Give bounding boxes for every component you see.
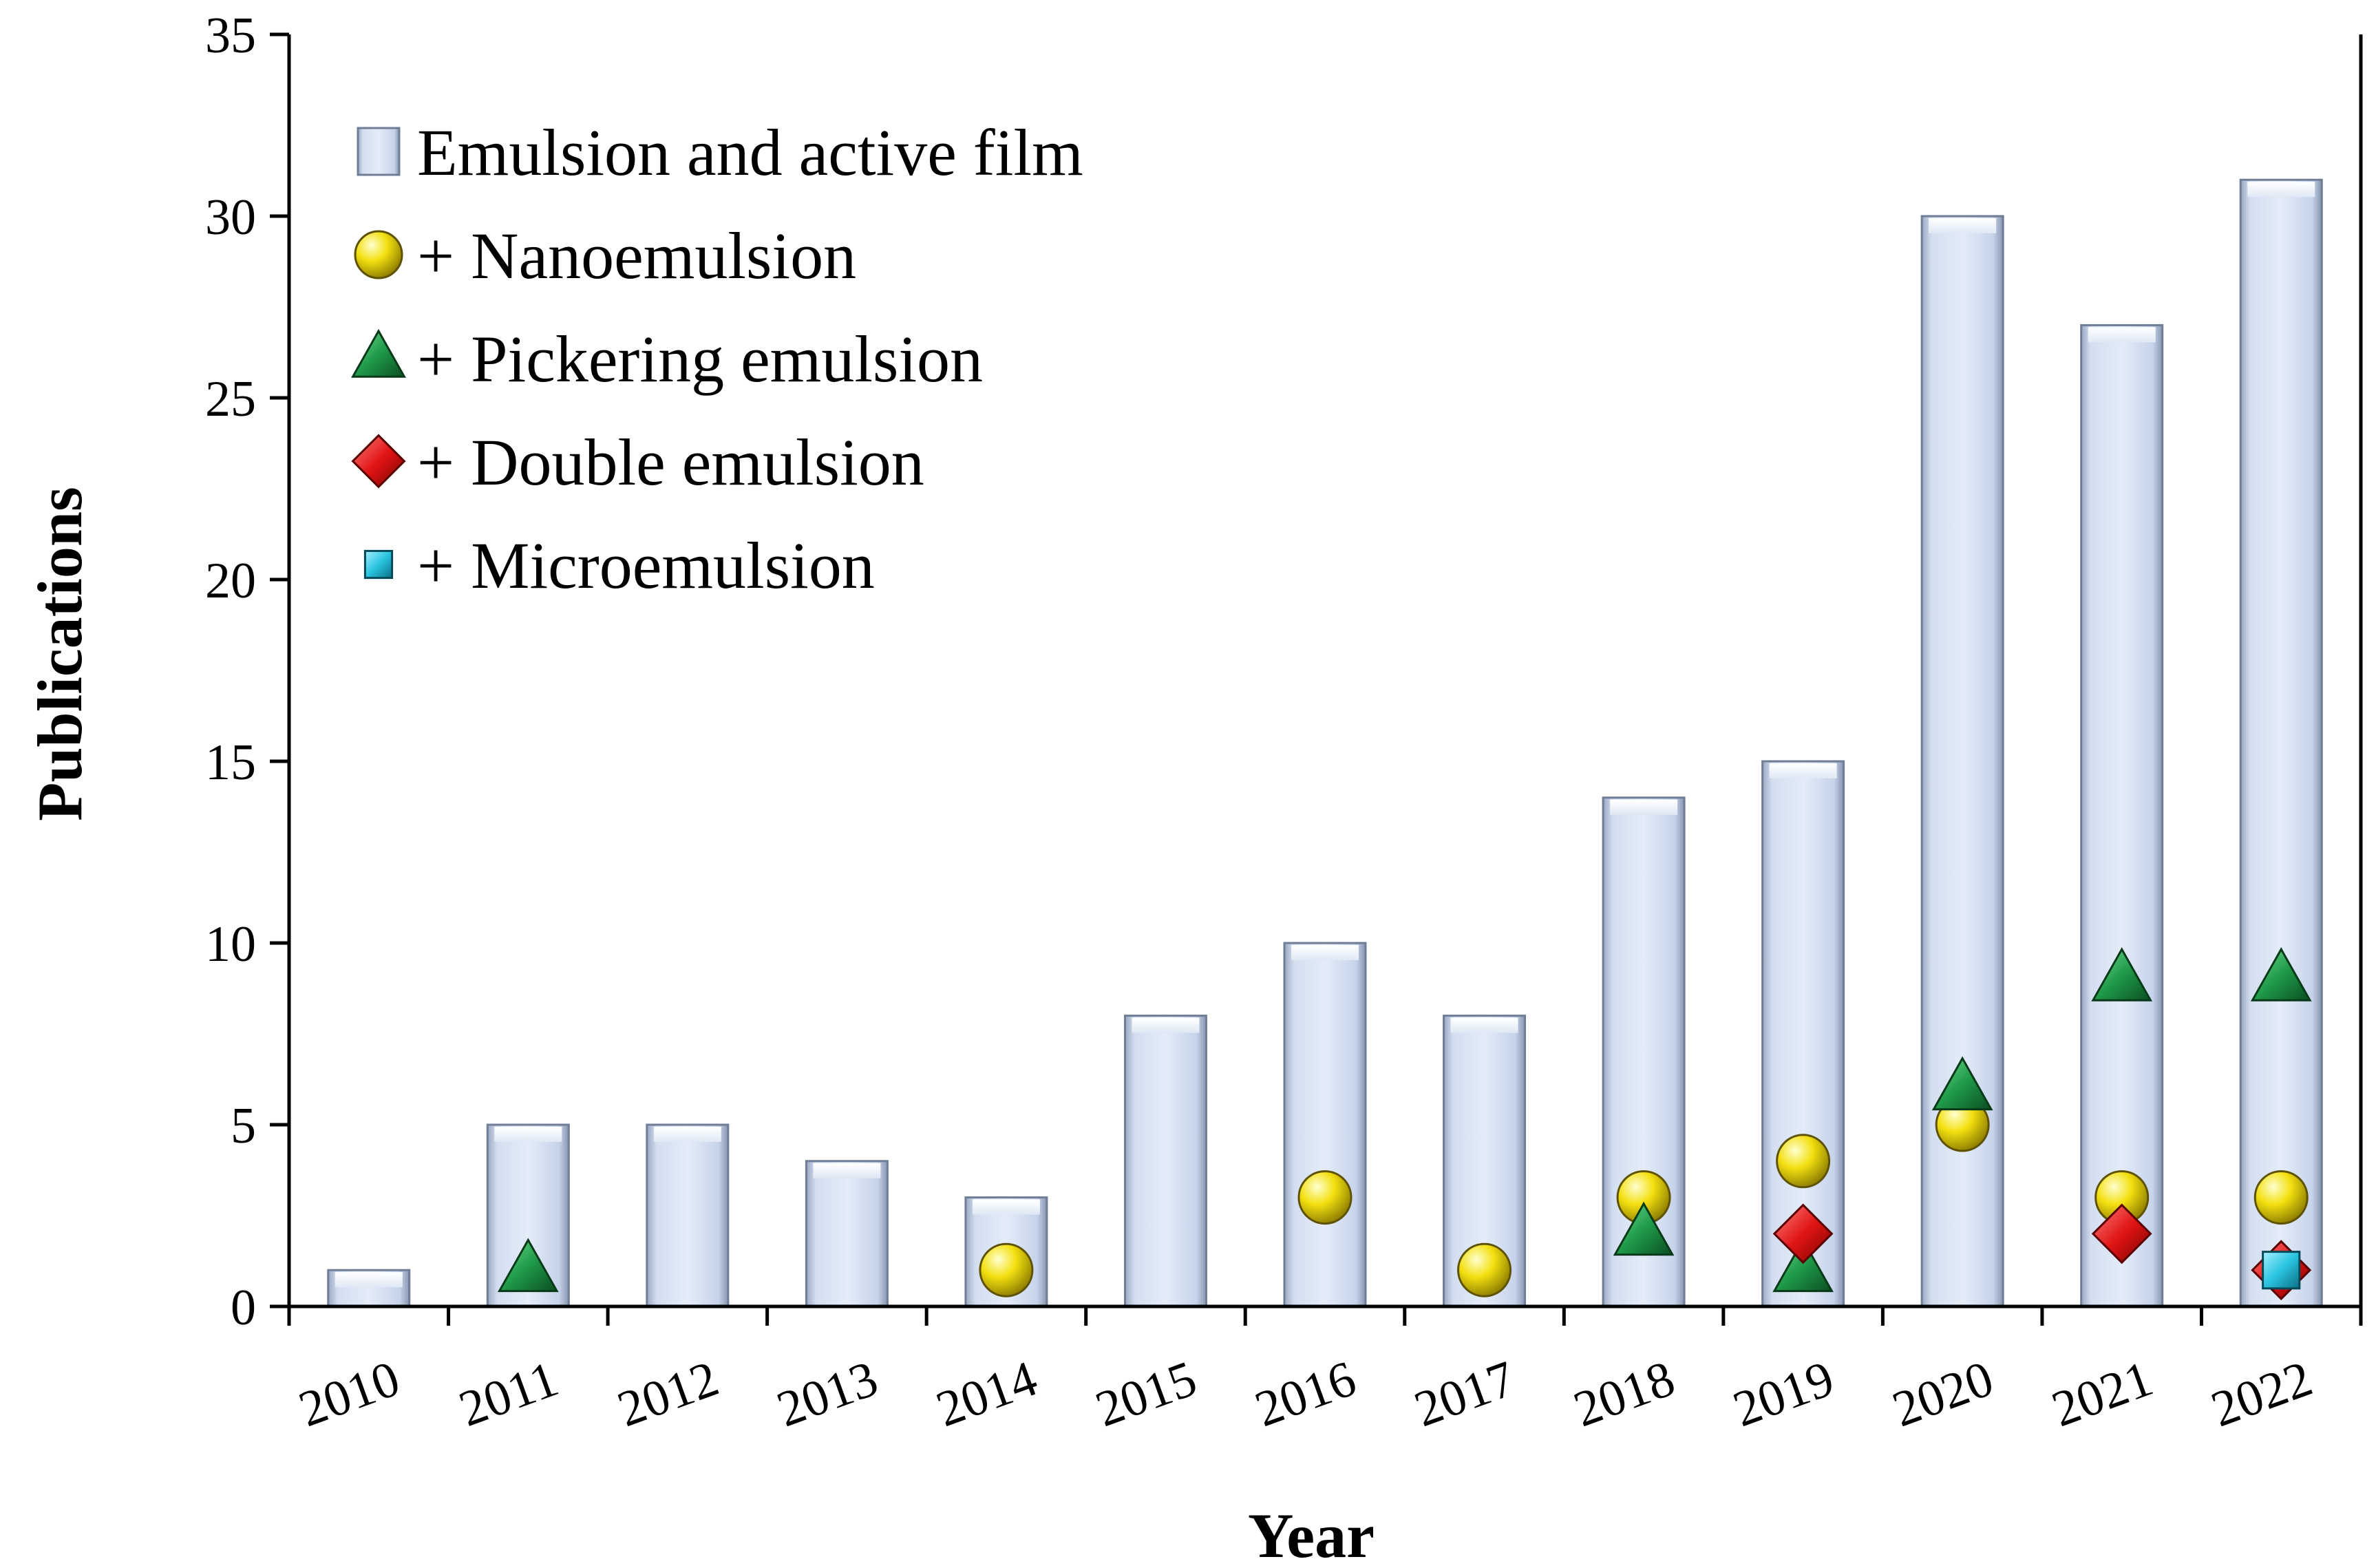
legend-swatch-triangle — [351, 328, 406, 378]
y-tick-label: 5 — [231, 1098, 256, 1154]
legend-label: + Double emulsion — [417, 425, 924, 499]
x-tick-label: 2021 — [2045, 1350, 2160, 1439]
triangle-marker-2021 — [2091, 947, 2153, 1002]
x-tick-label: 2020 — [1885, 1350, 2000, 1439]
bar-highlight — [2088, 327, 2156, 343]
y-tick-label: 30 — [205, 189, 256, 246]
bar-highlight — [972, 1199, 1040, 1215]
legend-swatch-bar — [357, 127, 401, 176]
legend-item: + Pickering emulsion — [351, 322, 983, 396]
y-tick-label: 35 — [205, 8, 256, 64]
circle-marker-2016 — [1297, 1170, 1353, 1225]
series-square — [2262, 1251, 2301, 1290]
bar-highlight — [2247, 182, 2315, 198]
legend-item: + Nanoemulsion — [354, 219, 856, 293]
bar-2010 — [327, 1269, 411, 1308]
legend-label: + Nanoemulsion — [417, 219, 856, 293]
x-axis-title: Year — [1248, 1501, 1375, 1568]
circle-marker-2022 — [2253, 1170, 2309, 1225]
series-triangle — [497, 947, 2312, 1293]
legend-swatch-square — [363, 549, 394, 580]
legend-item: + Microemulsion — [363, 529, 875, 602]
x-tick-label: 2015 — [1089, 1350, 1204, 1439]
series-circle — [979, 1097, 2309, 1297]
bar-body — [1283, 942, 1367, 1308]
bar-highlight — [494, 1127, 562, 1142]
y-tick-label: 15 — [205, 734, 256, 791]
diamond-marker-2019 — [1772, 1203, 1834, 1264]
legend-swatch-circle — [354, 230, 403, 279]
y-tick-label: 10 — [205, 916, 256, 973]
x-tick-label: 2010 — [292, 1350, 407, 1439]
x-tick-label: 2012 — [611, 1350, 725, 1439]
bar-2012 — [646, 1123, 730, 1308]
triangle-marker-2018 — [1613, 1201, 1675, 1256]
legend-item: Emulsion and active film — [357, 116, 1083, 189]
triangle-marker-2022 — [2250, 947, 2312, 1002]
bar-highlight — [653, 1127, 721, 1142]
bar-highlight — [1450, 1017, 1518, 1033]
legend-label: Emulsion and active film — [417, 116, 1083, 189]
x-tick-label: 2016 — [1248, 1350, 1363, 1439]
bar-2013 — [805, 1160, 889, 1308]
x-tick-label: 2013 — [770, 1350, 885, 1439]
bar-2022 — [2239, 178, 2323, 1308]
x-tick-label: 2018 — [1567, 1350, 1682, 1439]
legend-item: + Double emulsion — [351, 425, 924, 499]
bar-highlight — [813, 1163, 881, 1178]
bar-highlight — [335, 1272, 403, 1288]
bar-body — [1123, 1015, 1207, 1308]
legend-swatch-diamond — [351, 434, 406, 489]
bar-2021 — [2080, 324, 2164, 1308]
bar-highlight — [1929, 218, 1997, 233]
x-tick-label: 2014 — [929, 1350, 1044, 1439]
bar-2016 — [1283, 942, 1367, 1308]
triangle-marker-2011 — [497, 1238, 559, 1293]
bar-highlight — [1769, 763, 1837, 778]
bar-highlight — [1132, 1017, 1200, 1033]
y-tick-label: 20 — [205, 553, 256, 609]
bar-2015 — [1123, 1015, 1207, 1308]
bar-body — [2080, 324, 2164, 1308]
circle-marker-2019 — [1776, 1134, 1831, 1189]
diamond-marker-2021 — [2091, 1203, 2152, 1264]
circle-marker-2014 — [979, 1242, 1034, 1297]
bar-body — [646, 1123, 730, 1308]
triangle-marker-2020 — [1931, 1056, 1993, 1111]
series-diamond — [1772, 1203, 2312, 1301]
bar-body — [805, 1160, 889, 1308]
legend: Emulsion and active film + Nanoemulsion + … — [351, 116, 1083, 602]
legend-label: + Microemulsion — [417, 529, 875, 602]
y-tick-label: 25 — [205, 371, 256, 427]
x-tick-label: 2022 — [2204, 1350, 2319, 1439]
x-tick-label: 2019 — [1726, 1350, 1841, 1439]
square-marker-2022 — [2262, 1251, 2301, 1290]
bar-highlight — [1291, 945, 1359, 960]
bar-body — [2239, 178, 2323, 1308]
y-tick-label: 0 — [231, 1280, 256, 1336]
bar-highlight — [1610, 799, 1678, 815]
legend-label: + Pickering emulsion — [417, 322, 983, 396]
circle-marker-2017 — [1457, 1242, 1512, 1297]
x-tick-label: 2017 — [1408, 1350, 1523, 1439]
x-tick-label: 2011 — [452, 1350, 566, 1438]
y-axis-title: Publications — [25, 487, 95, 821]
triangle-marker-2019 — [1772, 1238, 1834, 1293]
